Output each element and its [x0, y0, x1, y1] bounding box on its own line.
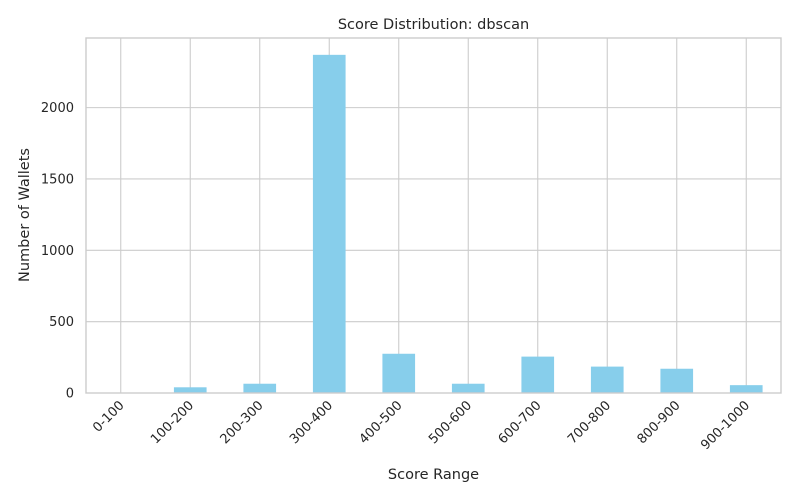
- x-tick-label: 300-400: [287, 398, 336, 447]
- x-tick-label: 400-500: [357, 398, 406, 447]
- grid: [86, 38, 781, 394]
- bar: [173, 387, 207, 393]
- bar: [382, 353, 416, 393]
- bar: [729, 385, 763, 393]
- y-axis-title: Number of Wallets: [17, 148, 33, 282]
- x-tick-label: 800-900: [635, 398, 684, 447]
- y-tick-label: 1500: [41, 172, 74, 187]
- y-tick-label: 1000: [41, 244, 74, 259]
- x-tick-label: 100-200: [148, 398, 197, 447]
- x-tick-label: 0-100: [90, 398, 127, 435]
- bar: [312, 54, 346, 393]
- y-tick-label: 500: [49, 315, 74, 330]
- x-tick-label: 700-800: [565, 398, 614, 447]
- bars: [173, 54, 763, 393]
- bar: [590, 366, 624, 393]
- y-tick-label: 0: [66, 387, 74, 402]
- bar: [660, 368, 694, 393]
- x-tick-label: 900-1000: [698, 398, 753, 453]
- x-tick-label: 500-600: [426, 398, 475, 447]
- bar: [451, 383, 485, 393]
- x-axis-title: Score Range: [388, 467, 479, 483]
- y-tick-labels: 0 500 1000 1500 2000: [41, 101, 74, 401]
- plot-frame: [85, 37, 782, 394]
- x-tick-label: 600-700: [496, 398, 545, 447]
- bar: [521, 356, 555, 393]
- x-tick-label: 200-300: [218, 398, 267, 447]
- bar: [243, 383, 277, 393]
- plot-border: [85, 37, 782, 394]
- x-tick-labels: 0-100 100-200 200-300 300-400 400-500 500-600…: [90, 398, 753, 453]
- y-tick-label: 2000: [41, 101, 74, 116]
- chart-title: Score Distribution: dbscan: [338, 17, 529, 33]
